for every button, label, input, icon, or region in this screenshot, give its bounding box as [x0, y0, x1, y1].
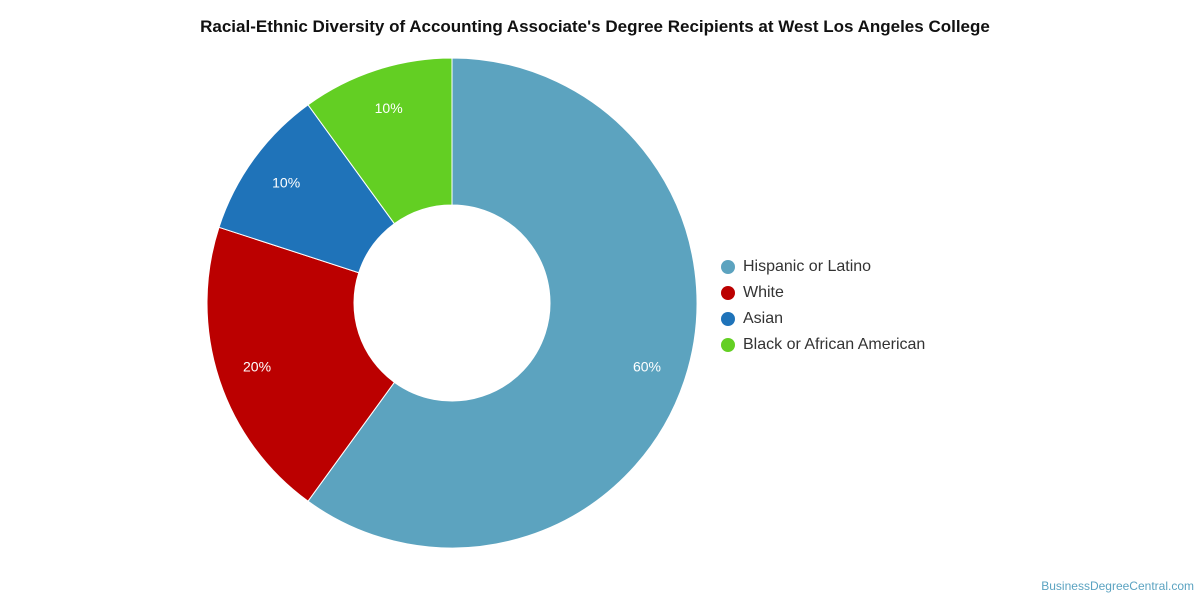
chart-title: Racial-Ethnic Diversity of Accounting As…: [200, 17, 990, 36]
legend-label: Asian: [743, 310, 784, 327]
legend-item-asian[interactable]: Asian: [721, 306, 925, 332]
legend-label: Black or African American: [743, 336, 926, 353]
slice-hispanic-or-latino[interactable]: [307, 57, 698, 549]
legend-label: Hispanic or Latino: [743, 258, 872, 275]
donut-slices: [206, 57, 698, 549]
slice-black-or-african-american[interactable]: [307, 57, 453, 225]
slice-label-hispanic-or-latino: 60%: [633, 358, 661, 374]
slice-label-black-or-african-american: 10%: [375, 100, 403, 116]
site-credit[interactable]: BusinessDegreeCentral.com: [1041, 579, 1194, 593]
legend-swatch: [721, 286, 735, 300]
legend-item-white[interactable]: White: [721, 280, 925, 306]
slice-label-white: 20%: [243, 358, 271, 374]
slice-white[interactable]: [206, 226, 396, 502]
slice-label-asian: 10%: [272, 175, 300, 191]
legend-item-black-or-african-american[interactable]: Black or African American: [721, 332, 925, 358]
legend-swatch: [721, 260, 735, 274]
legend-swatch: [721, 312, 735, 326]
legend-item-hispanic-or-latino[interactable]: Hispanic or Latino: [721, 254, 925, 280]
chart-legend: Hispanic or Latino White Asian Black or Afr…: [721, 254, 925, 358]
slice-labels: 60% 20% 10% 10%: [243, 100, 661, 374]
legend-swatch: [721, 338, 735, 352]
legend-label: White: [743, 284, 784, 301]
